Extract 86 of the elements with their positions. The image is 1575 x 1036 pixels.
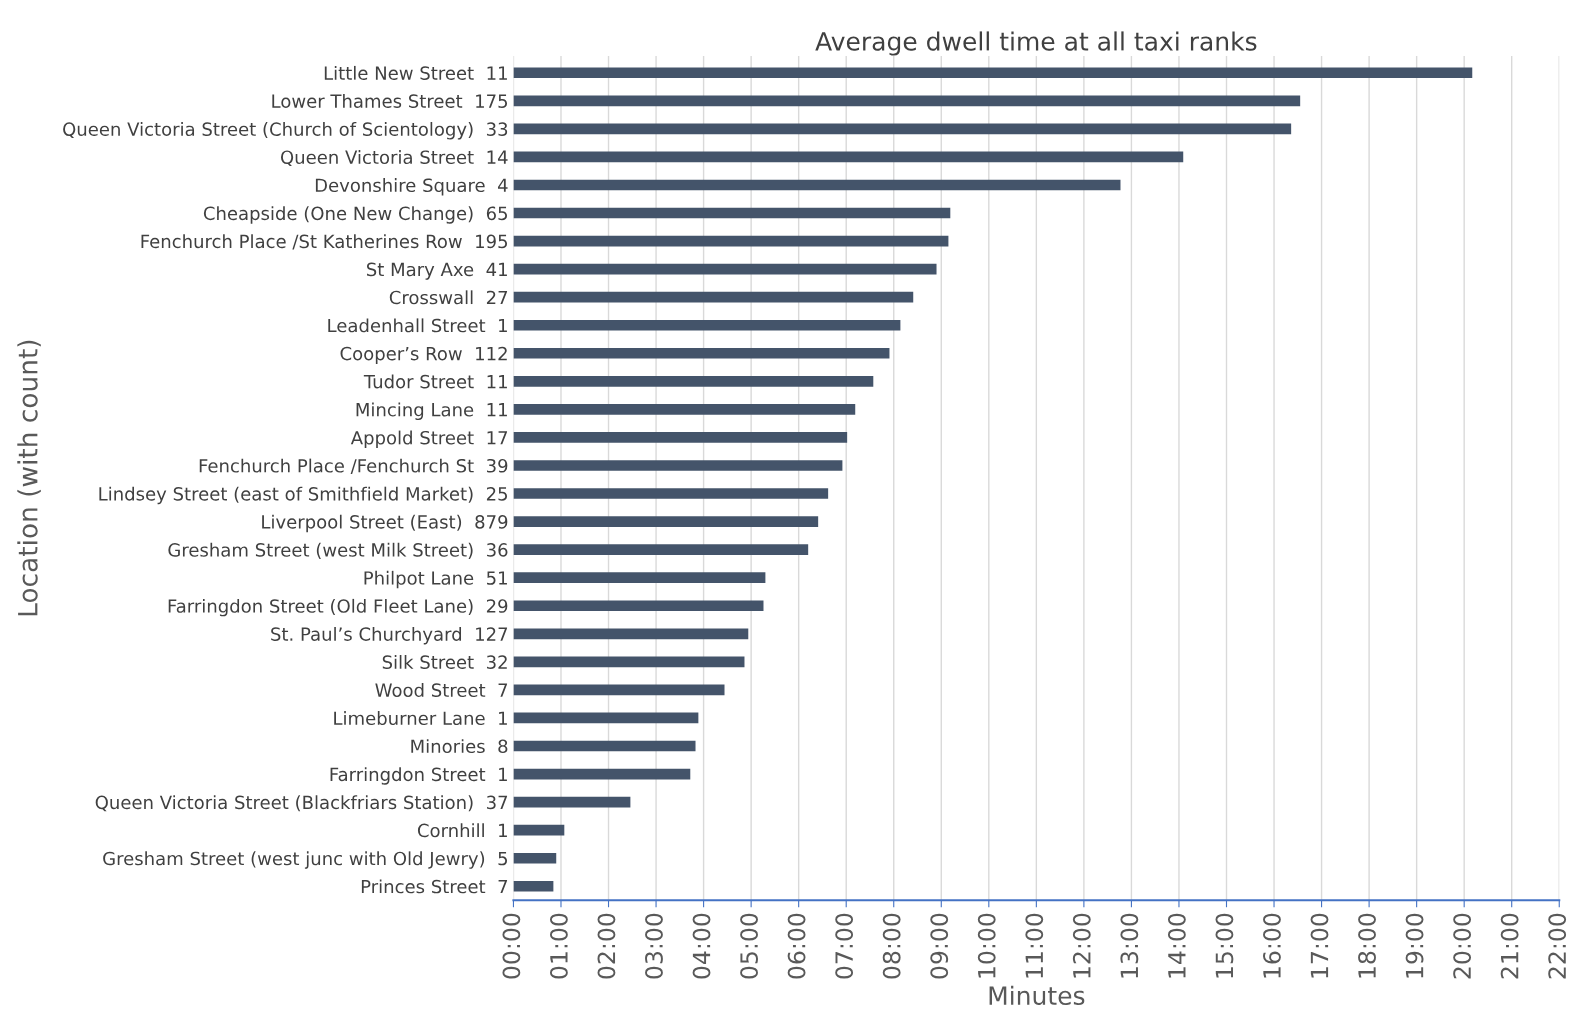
- y-tick-label: Lindsey Street (east of Smithfield Market) 25: [99, 486, 508, 505]
- bar: [513, 600, 764, 612]
- x-tick-label: 07:00: [835, 913, 854, 979]
- x-tick-label: 01:00: [549, 913, 568, 979]
- y-tick-label: Lower Thames Street 175: [272, 93, 508, 108]
- y-tick-label: Devonshire Square 4: [315, 178, 508, 196]
- y-tick-label: Fenchurch Place /St Katherines Row 195: [141, 234, 508, 250]
- x-tick-label: 02:00: [597, 913, 616, 979]
- bar: [513, 151, 1184, 163]
- y-tick-label: Appold Street 17: [350, 430, 508, 449]
- y-tick-label: Cheapside (One New Change) 65: [203, 206, 508, 224]
- y-tick-label: Wood Street 7: [375, 683, 508, 698]
- y-tick-label: Philpot Lane 51: [364, 570, 507, 589]
- x-tick-label: 00:00: [502, 913, 521, 979]
- bar: [513, 123, 1292, 135]
- chart-title: Average dwell time at all taxi ranks: [815, 31, 1257, 56]
- x-tick-label: 03:00: [645, 913, 663, 979]
- bar: [513, 347, 890, 359]
- y-tick-label: Farringdon Street (Old Fleet Lane) 29: [168, 598, 508, 617]
- y-tick-label: Farringdon Street 1: [330, 767, 507, 785]
- bar: [513, 572, 766, 584]
- bar: [513, 796, 631, 808]
- bar: [513, 656, 745, 668]
- x-tick-label: 11:00: [1025, 913, 1044, 978]
- y-tick-label: Mincing Lane 11: [356, 402, 507, 420]
- bar: [513, 880, 554, 892]
- y-tick-label: Gresham Street (west junc with Old Jewry) 5: [103, 851, 508, 869]
- bar: [513, 684, 725, 696]
- bar: [513, 488, 829, 499]
- bar: [513, 67, 1473, 79]
- y-tick-label: Minories 8: [411, 739, 508, 754]
- x-tick-label: 05:00: [740, 913, 758, 979]
- bar: [513, 628, 749, 640]
- x-tick-label: 13:00: [1120, 913, 1139, 978]
- x-tick-label: 10:00: [977, 913, 996, 978]
- y-tick-label: Cornhill 1: [417, 823, 507, 838]
- x-tick-label: 19:00: [1405, 913, 1424, 978]
- y-tick-label: Tudor Street 11: [363, 374, 507, 389]
- y-tick-label: Fenchurch Place /Fenchurch St 39: [199, 458, 508, 475]
- x-tick-label: 20:00: [1453, 913, 1472, 979]
- y-tick-label: Liverpool Street (East) 879: [262, 514, 508, 533]
- y-tick-label: Limeburner Lane 1: [334, 711, 507, 726]
- bar: [513, 319, 901, 331]
- bar: [513, 404, 856, 415]
- y-tick-label: Little New Street 11: [324, 65, 507, 80]
- y-tick-label: Princes Street 7: [361, 879, 508, 894]
- y-tick-label: Silk Street 32: [382, 654, 507, 669]
- y-tick-label: Queen Victoria Street (Blackfriars Station) 37: [95, 795, 508, 812]
- bar: [513, 768, 691, 780]
- bar: [513, 235, 949, 247]
- bar: [513, 740, 696, 752]
- y-tick-label: Queen Victoria Street 14: [280, 150, 508, 167]
- y-axis-title: Location (with count): [17, 340, 41, 616]
- y-tick-label: Crosswall 27: [389, 290, 508, 305]
- bar: [513, 852, 557, 864]
- y-tick-label: Gresham Street (west Milk Street) 36: [168, 542, 508, 559]
- bar: [513, 179, 1121, 191]
- bar: [513, 291, 914, 303]
- x-tick-label: 08:00: [882, 913, 901, 979]
- x-tick-label: 16:00: [1263, 913, 1281, 978]
- x-tick-label: 04:00: [692, 913, 711, 979]
- x-tick-label: 09:00: [930, 913, 949, 979]
- y-tick-label: St. Paul’s Churchyard 127: [271, 626, 508, 645]
- bar: [513, 516, 819, 527]
- x-tick-label: 18:00: [1358, 913, 1376, 978]
- x-tick-label: 06:00: [787, 913, 806, 979]
- x-tick-label: 14:00: [1167, 913, 1186, 978]
- bar: [513, 824, 565, 836]
- y-tick-label: Leadenhall Street 1: [328, 318, 507, 333]
- y-tick-label: St Mary Axe 41: [366, 262, 507, 280]
- y-tick-label: Queen Victoria Street (Church of Scientology) 33: [63, 122, 508, 140]
- bar: [513, 432, 848, 443]
- x-tick-label: 22:00: [1548, 913, 1567, 979]
- bar: [513, 95, 1301, 107]
- bar: [513, 207, 951, 219]
- x-tick-label: 21:00: [1500, 913, 1519, 979]
- bar: [513, 712, 699, 724]
- bar: [513, 376, 874, 387]
- x-tick-label: 15:00: [1215, 913, 1234, 978]
- bar: [513, 544, 809, 555]
- x-axis-title: Minutes: [989, 985, 1085, 1006]
- bar: [513, 460, 843, 471]
- x-tick-label: 12:00: [1072, 913, 1091, 978]
- y-tick-label: Cooper’s Row 112: [340, 346, 507, 364]
- x-tick-label: 17:00: [1310, 913, 1329, 978]
- bar: [513, 263, 937, 275]
